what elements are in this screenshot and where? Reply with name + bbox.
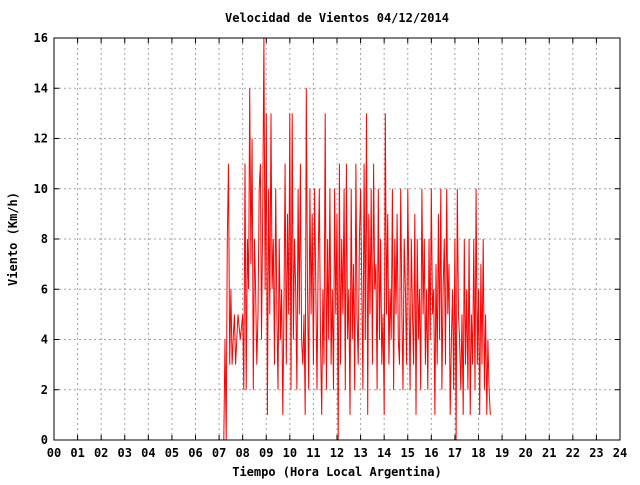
tick-layer: 00 01 02 03 04 05 06 07 08 09 10 11 12 13 14 15 16 17 18 19… [34, 31, 628, 460]
x-tick-label: 15 [401, 446, 415, 460]
x-tick-label: 24 [613, 446, 627, 460]
x-tick-label: 01 [70, 446, 84, 460]
x-tick-label: 16 [424, 446, 438, 460]
chart-title: Velocidad de Vientos 04/12/2014 [225, 11, 449, 25]
y-tick-label: 8 [41, 232, 48, 246]
x-tick-label: 00 [47, 446, 61, 460]
x-tick-label: 21 [542, 446, 556, 460]
y-tick-label: 12 [34, 132, 48, 146]
y-tick-label: 6 [41, 282, 48, 296]
x-tick-label: 18 [471, 446, 485, 460]
x-tick-label: 10 [283, 446, 297, 460]
y-tick-label: 2 [41, 383, 48, 397]
x-tick-label: 19 [495, 446, 509, 460]
x-tick-label: 03 [118, 446, 132, 460]
x-tick-label: 06 [188, 446, 202, 460]
x-tick-label: 22 [566, 446, 580, 460]
y-tick-label: 10 [34, 182, 48, 196]
y-axis-label: Viento (Km/h) [6, 192, 20, 286]
wind-speed-series-line [223, 37, 491, 441]
y-tick-label: 16 [34, 31, 48, 45]
x-tick-label: 04 [141, 446, 155, 460]
x-tick-label: 05 [165, 446, 179, 460]
y-tick-label: 0 [41, 433, 48, 447]
x-tick-label: 17 [448, 446, 462, 460]
x-tick-label: 08 [235, 446, 249, 460]
x-tick-label: 14 [377, 446, 391, 460]
x-tick-label: 09 [259, 446, 273, 460]
x-tick-label: 02 [94, 446, 108, 460]
data-layer [223, 37, 491, 441]
x-tick-label: 07 [212, 446, 226, 460]
x-tick-label: 13 [353, 446, 367, 460]
x-axis-label: Tiempo (Hora Local Argentina) [232, 465, 442, 479]
x-tick-label: 12 [330, 446, 344, 460]
x-tick-label: 23 [589, 446, 603, 460]
y-tick-label: 4 [41, 333, 48, 347]
x-tick-label: 20 [518, 446, 532, 460]
x-tick-label: 11 [306, 446, 320, 460]
y-tick-label: 14 [34, 81, 48, 95]
